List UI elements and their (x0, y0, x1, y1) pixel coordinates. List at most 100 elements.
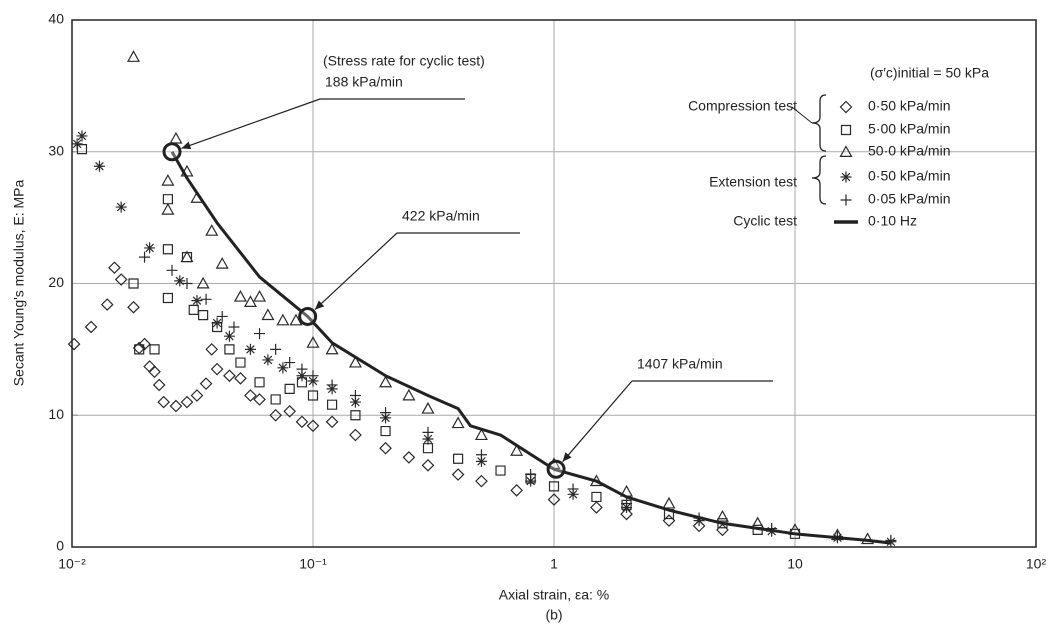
point (422, 433, 434, 445)
annotation-arrow (562, 380, 633, 463)
point (199, 377, 213, 390)
marks (67, 50, 897, 548)
legend-group-label: Cyclic test (733, 213, 797, 229)
point (307, 370, 319, 382)
legend-marker (840, 194, 852, 206)
point (325, 342, 339, 355)
point (284, 357, 296, 369)
point (210, 362, 224, 376)
point (306, 419, 320, 433)
point (276, 313, 290, 326)
point (621, 499, 632, 510)
point (253, 393, 266, 406)
legend-title: (σ′c)initial = 50 kPa (870, 65, 989, 81)
point (114, 273, 128, 286)
point (495, 465, 506, 476)
point (475, 455, 487, 467)
point (244, 389, 257, 402)
point (149, 344, 160, 355)
annotation-label: 422 kPa/min (402, 208, 480, 224)
plot-frame (71, 19, 1037, 548)
legend-label: 0·10 Hz (868, 213, 917, 229)
y-tick-label: 40 (48, 11, 64, 27)
point (547, 493, 561, 506)
point (421, 458, 435, 472)
point (525, 475, 537, 487)
point (84, 320, 98, 334)
point (166, 264, 178, 276)
point (169, 131, 183, 144)
point (349, 396, 361, 408)
point (752, 524, 763, 535)
point (235, 357, 246, 368)
point (402, 388, 416, 401)
point (244, 343, 256, 355)
point (205, 343, 219, 356)
point (296, 363, 308, 375)
point (196, 276, 210, 289)
point (452, 453, 464, 464)
point (715, 509, 729, 522)
point (162, 244, 174, 255)
y-tick-label: 30 (48, 142, 64, 158)
point (215, 257, 229, 269)
point (200, 293, 212, 305)
point (174, 275, 186, 287)
point (115, 201, 127, 213)
legend-marker (840, 171, 852, 183)
point (205, 224, 219, 236)
point (277, 362, 289, 374)
point (548, 481, 560, 492)
point (380, 425, 391, 437)
point (789, 528, 801, 539)
annotation-point (298, 306, 318, 326)
point (223, 369, 236, 383)
x-tick-label: 10² (1026, 556, 1047, 572)
legend-group-label: Extension test (709, 174, 797, 190)
x-tick-label: 10⁻¹ (299, 556, 327, 572)
point (261, 308, 275, 321)
point (67, 337, 81, 351)
point (475, 449, 487, 461)
point (662, 496, 676, 509)
point (127, 50, 141, 62)
legend-marker (839, 100, 853, 114)
point (326, 399, 338, 410)
legend-brace (811, 155, 827, 205)
point (144, 242, 156, 254)
point (510, 483, 524, 497)
point (253, 289, 267, 302)
legend-group-label: Compression test (688, 98, 797, 114)
point (621, 498, 633, 510)
point (161, 202, 175, 215)
legend-marker (839, 145, 853, 157)
point (510, 444, 524, 456)
point (76, 144, 88, 155)
point (349, 428, 362, 442)
annotation-arrowhead (314, 300, 325, 310)
point (76, 130, 88, 142)
point (180, 250, 194, 263)
point (223, 330, 235, 342)
point (325, 415, 339, 429)
point (861, 532, 875, 545)
point (108, 261, 121, 275)
point (295, 415, 309, 429)
point (254, 328, 266, 340)
legend-label: 0·50 kPa/min (868, 98, 950, 114)
point (262, 354, 274, 366)
point (402, 451, 416, 464)
point (152, 378, 166, 392)
x-tick-label: 1 (550, 556, 558, 572)
point (348, 355, 362, 368)
point (161, 173, 175, 186)
point (451, 468, 465, 481)
x-axis-label: Axial strain, εa: % (499, 587, 610, 603)
point (270, 394, 281, 405)
point (306, 336, 320, 348)
point (475, 474, 488, 488)
point (451, 416, 465, 429)
point (148, 365, 161, 379)
